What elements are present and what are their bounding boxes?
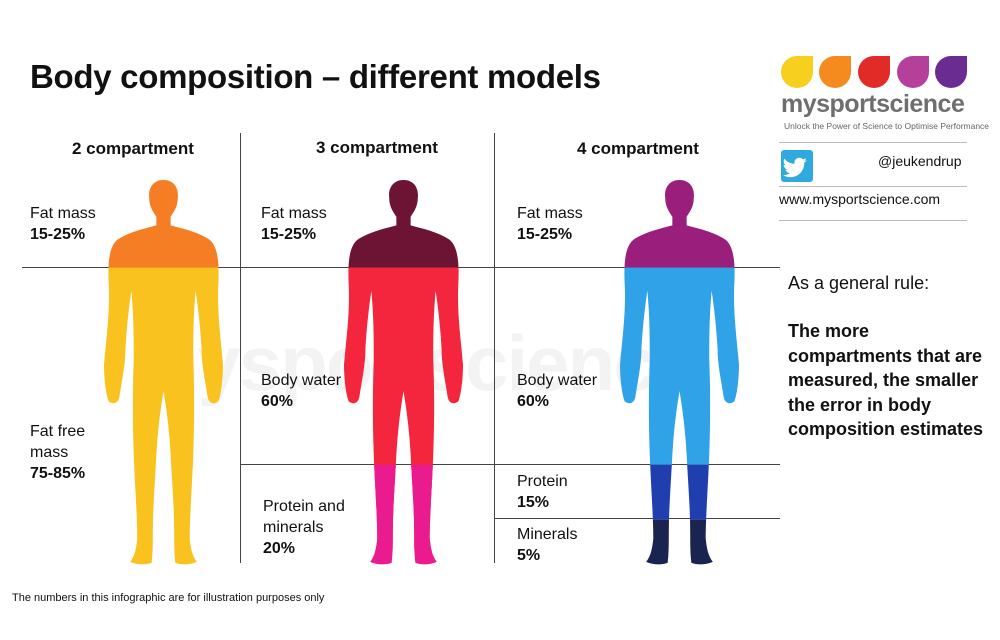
label-value: 5% [517, 547, 541, 564]
label-value: 15-25% [30, 226, 86, 243]
label-fat-mass-2c: Fat mass 15-25% [30, 203, 96, 245]
label-value: 20% [263, 540, 296, 557]
protein-region [620, 464, 739, 520]
label-name: Body water [261, 372, 342, 389]
page-title: Body composition – different models [30, 58, 601, 95]
protein-minerals-divider [494, 518, 780, 519]
label-value: 15% [517, 494, 550, 511]
minerals-region [620, 519, 739, 565]
label-name: Protein [517, 473, 568, 490]
logo-drop-red [858, 56, 890, 88]
figure-4-compartment [620, 180, 739, 565]
column-heading-2-compartment: 2 compartment [72, 139, 194, 158]
brand-name: mysportscience [781, 90, 965, 118]
body-water-region [620, 267, 739, 465]
label-body-water-4c: Body water 60% [517, 370, 597, 412]
logo-drop-purple [935, 56, 967, 88]
twitter-bird-icon[interactable] [781, 150, 813, 182]
logo-drop-magenta [897, 56, 929, 88]
fat-mass-region [104, 180, 223, 268]
label-name: Protein and minerals [263, 498, 345, 536]
fat-mass-region [620, 180, 739, 268]
column-heading-3-compartment: 3 compartment [316, 138, 438, 157]
rule-intro: As a general rule: [788, 273, 930, 293]
label-minerals-4c: Minerals 5% [517, 524, 577, 566]
fat-free-mass-region [104, 267, 223, 565]
label-fat-free-mass-2c: Fat free mass 75-85% [30, 421, 105, 484]
label-body-water-3c: Body water 60% [261, 370, 341, 412]
brand-divider-2 [779, 186, 967, 187]
label-fat-mass-3c: Fat mass 15-25% [261, 203, 327, 245]
label-value: 60% [517, 393, 550, 410]
label-value: 15-25% [261, 226, 317, 243]
label-protein-minerals-3c: Protein and minerals 20% [263, 496, 368, 559]
brand-divider-1 [779, 142, 967, 143]
figure-2-compartment [104, 180, 223, 565]
label-name: Minerals [517, 526, 578, 543]
footnote: The numbers in this infographic are for … [12, 592, 325, 604]
column-heading-4-compartment: 4 compartment [577, 139, 699, 158]
label-value: 15-25% [517, 226, 573, 243]
label-value: 75-85% [30, 465, 86, 482]
label-name: Body water [517, 372, 598, 389]
label-name: Fat mass [30, 205, 96, 222]
label-name: Fat mass [261, 205, 327, 222]
twitter-handle[interactable]: @jeukendrup [878, 153, 962, 169]
figure-3-compartment [344, 180, 463, 565]
label-protein-4c: Protein 15% [517, 471, 568, 513]
label-name: Fat free mass [30, 423, 86, 461]
brand-logo-drops [781, 56, 967, 88]
logo-drop-yellow [781, 56, 813, 88]
label-name: Fat mass [517, 205, 583, 222]
brand-tagline: Unlock the Power of Science to Optimise … [784, 121, 990, 131]
fat-mass-region [344, 180, 463, 268]
label-fat-mass-4c: Fat mass 15-25% [517, 203, 583, 245]
logo-drop-orange [819, 56, 851, 88]
brand-divider-3 [779, 220, 967, 221]
rule-text: The more compartments that are measured,… [788, 321, 984, 439]
water-protein-divider [240, 464, 780, 465]
website-link[interactable]: www.mysportscience.com [779, 191, 941, 207]
column-divider-2 [494, 133, 495, 563]
column-divider-1 [240, 133, 241, 563]
label-value: 60% [261, 393, 294, 410]
